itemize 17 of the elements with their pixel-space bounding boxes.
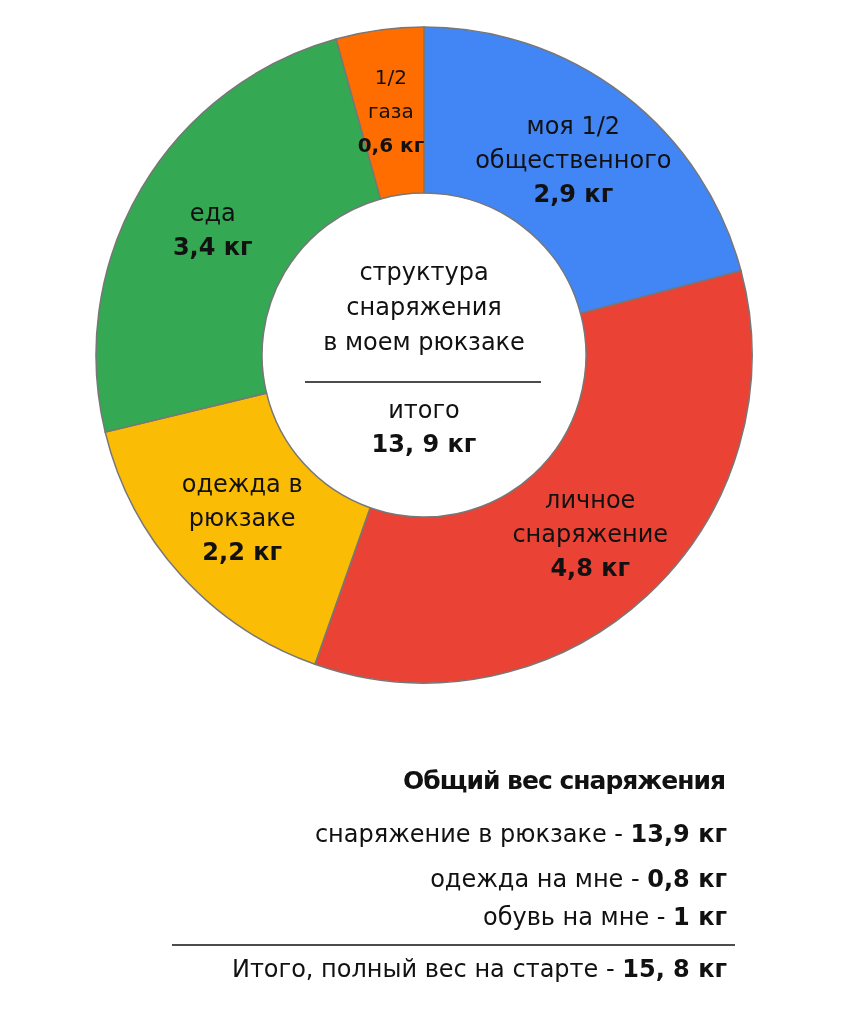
text: снаряжение в рюкзаке - 13,9 кг xyxy=(314,820,727,848)
data-label: 2,9 кг xyxy=(533,179,614,208)
slice-label: одежда в рюкзаке xyxy=(181,470,303,533)
slice-label: еда xyxy=(189,198,236,227)
data-label: 4,8 кг xyxy=(550,553,631,582)
text: обувь на мне - 1 кг xyxy=(482,903,727,931)
text: одежда на мне - 0,8 кг xyxy=(430,865,727,893)
text: Итого, полный вес на старте - 15, 8 кг xyxy=(231,955,727,983)
text: итого xyxy=(388,396,460,424)
slice-label: 1/2 газа xyxy=(368,64,414,123)
data-label: 3,4 кг xyxy=(172,232,253,261)
text: 13, 9 кг xyxy=(371,430,477,458)
data-label: 2,2 кг xyxy=(202,538,283,567)
slice-label: моя 1/2 общественного xyxy=(475,111,672,174)
text: Общий вес снаряжения xyxy=(403,766,725,795)
text: структура снаряжения в моем рюкзаке xyxy=(323,258,525,356)
slice-label: личное снаряжение xyxy=(512,485,669,548)
